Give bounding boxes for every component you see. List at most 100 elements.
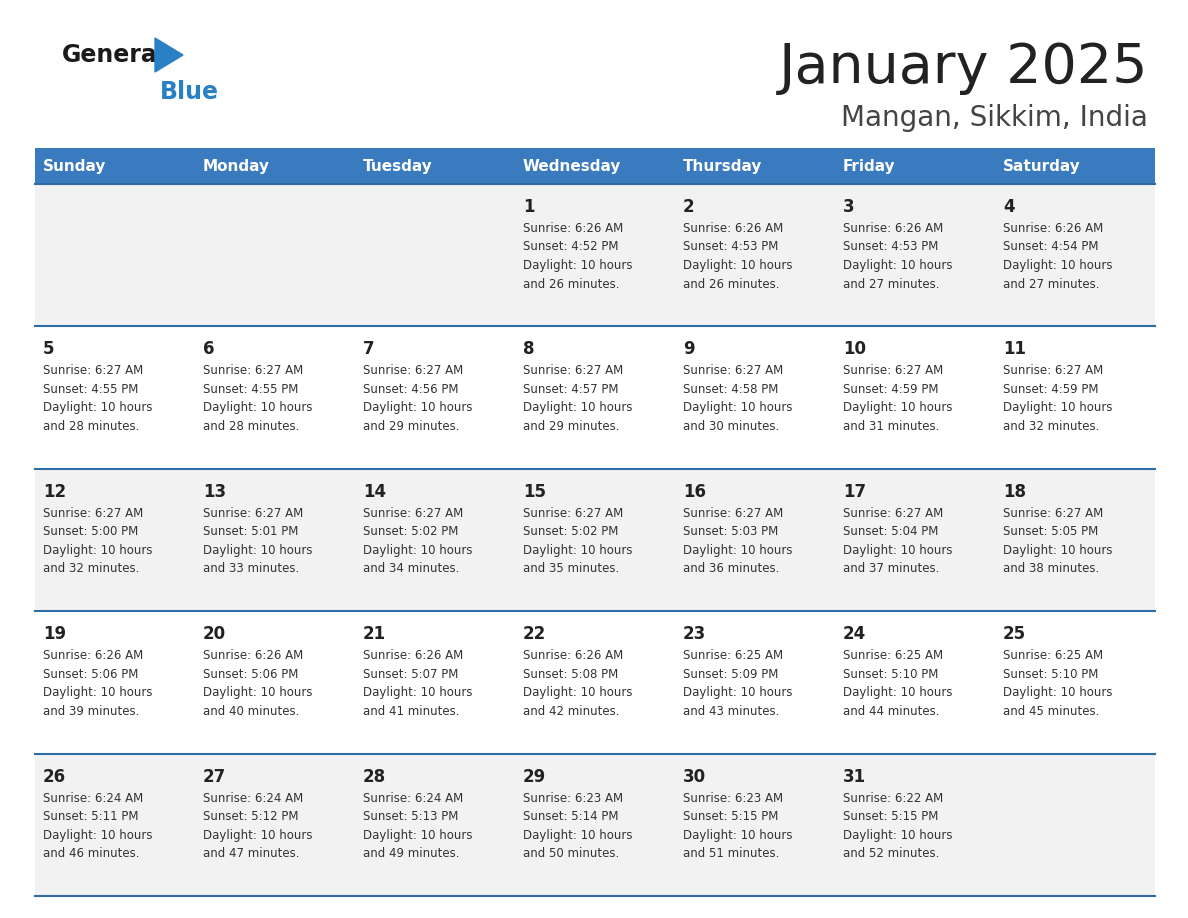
Text: Sunrise: 6:25 AM
Sunset: 5:10 PM
Daylight: 10 hours
and 45 minutes.: Sunrise: 6:25 AM Sunset: 5:10 PM Dayligh… xyxy=(1003,649,1112,718)
Text: 17: 17 xyxy=(843,483,866,501)
Text: Mangan, Sikkim, India: Mangan, Sikkim, India xyxy=(841,104,1148,132)
Text: January 2025: January 2025 xyxy=(778,41,1148,95)
Text: 26: 26 xyxy=(43,767,67,786)
FancyBboxPatch shape xyxy=(835,184,996,327)
Text: 2: 2 xyxy=(683,198,695,216)
FancyBboxPatch shape xyxy=(195,327,355,469)
FancyBboxPatch shape xyxy=(355,327,516,469)
Text: 3: 3 xyxy=(843,198,854,216)
FancyBboxPatch shape xyxy=(34,184,195,327)
FancyBboxPatch shape xyxy=(355,148,516,184)
Text: 15: 15 xyxy=(523,483,546,501)
Text: 6: 6 xyxy=(203,341,215,358)
FancyBboxPatch shape xyxy=(516,469,675,611)
Text: 28: 28 xyxy=(364,767,386,786)
Text: Wednesday: Wednesday xyxy=(523,159,621,174)
Polygon shape xyxy=(154,38,183,72)
Text: Sunrise: 6:27 AM
Sunset: 4:59 PM
Daylight: 10 hours
and 32 minutes.: Sunrise: 6:27 AM Sunset: 4:59 PM Dayligh… xyxy=(1003,364,1112,433)
FancyBboxPatch shape xyxy=(996,611,1155,754)
Text: 10: 10 xyxy=(843,341,866,358)
FancyBboxPatch shape xyxy=(996,469,1155,611)
Text: 12: 12 xyxy=(43,483,67,501)
Text: Sunrise: 6:27 AM
Sunset: 5:03 PM
Daylight: 10 hours
and 36 minutes.: Sunrise: 6:27 AM Sunset: 5:03 PM Dayligh… xyxy=(683,507,792,576)
Text: 31: 31 xyxy=(843,767,866,786)
Text: Tuesday: Tuesday xyxy=(364,159,432,174)
Text: Friday: Friday xyxy=(843,159,896,174)
Text: 20: 20 xyxy=(203,625,226,644)
Text: 21: 21 xyxy=(364,625,386,644)
Text: 22: 22 xyxy=(523,625,546,644)
FancyBboxPatch shape xyxy=(516,148,675,184)
FancyBboxPatch shape xyxy=(34,469,195,611)
Text: Sunrise: 6:23 AM
Sunset: 5:15 PM
Daylight: 10 hours
and 51 minutes.: Sunrise: 6:23 AM Sunset: 5:15 PM Dayligh… xyxy=(683,791,792,860)
Text: 11: 11 xyxy=(1003,341,1026,358)
FancyBboxPatch shape xyxy=(996,754,1155,896)
Text: Sunrise: 6:27 AM
Sunset: 4:55 PM
Daylight: 10 hours
and 28 minutes.: Sunrise: 6:27 AM Sunset: 4:55 PM Dayligh… xyxy=(43,364,152,433)
Text: Sunrise: 6:27 AM
Sunset: 5:02 PM
Daylight: 10 hours
and 34 minutes.: Sunrise: 6:27 AM Sunset: 5:02 PM Dayligh… xyxy=(364,507,473,576)
Text: Sunrise: 6:27 AM
Sunset: 4:56 PM
Daylight: 10 hours
and 29 minutes.: Sunrise: 6:27 AM Sunset: 4:56 PM Dayligh… xyxy=(364,364,473,433)
Text: 18: 18 xyxy=(1003,483,1026,501)
Text: Sunday: Sunday xyxy=(43,159,107,174)
FancyBboxPatch shape xyxy=(835,754,996,896)
FancyBboxPatch shape xyxy=(516,184,675,327)
Text: Sunrise: 6:27 AM
Sunset: 5:02 PM
Daylight: 10 hours
and 35 minutes.: Sunrise: 6:27 AM Sunset: 5:02 PM Dayligh… xyxy=(523,507,632,576)
Text: General: General xyxy=(62,43,166,67)
Text: 8: 8 xyxy=(523,341,535,358)
FancyBboxPatch shape xyxy=(835,611,996,754)
FancyBboxPatch shape xyxy=(996,327,1155,469)
FancyBboxPatch shape xyxy=(355,754,516,896)
FancyBboxPatch shape xyxy=(675,148,835,184)
Text: Sunrise: 6:27 AM
Sunset: 4:58 PM
Daylight: 10 hours
and 30 minutes.: Sunrise: 6:27 AM Sunset: 4:58 PM Dayligh… xyxy=(683,364,792,433)
Text: 23: 23 xyxy=(683,625,706,644)
Text: Saturday: Saturday xyxy=(1003,159,1081,174)
FancyBboxPatch shape xyxy=(516,754,675,896)
FancyBboxPatch shape xyxy=(996,148,1155,184)
Text: 29: 29 xyxy=(523,767,546,786)
Text: Sunrise: 6:23 AM
Sunset: 5:14 PM
Daylight: 10 hours
and 50 minutes.: Sunrise: 6:23 AM Sunset: 5:14 PM Dayligh… xyxy=(523,791,632,860)
Text: 24: 24 xyxy=(843,625,866,644)
Text: Sunrise: 6:26 AM
Sunset: 5:06 PM
Daylight: 10 hours
and 40 minutes.: Sunrise: 6:26 AM Sunset: 5:06 PM Dayligh… xyxy=(203,649,312,718)
Text: Sunrise: 6:26 AM
Sunset: 5:06 PM
Daylight: 10 hours
and 39 minutes.: Sunrise: 6:26 AM Sunset: 5:06 PM Dayligh… xyxy=(43,649,152,718)
Text: 1: 1 xyxy=(523,198,535,216)
Text: 4: 4 xyxy=(1003,198,1015,216)
FancyBboxPatch shape xyxy=(195,148,355,184)
FancyBboxPatch shape xyxy=(675,469,835,611)
FancyBboxPatch shape xyxy=(355,469,516,611)
Text: Sunrise: 6:26 AM
Sunset: 5:07 PM
Daylight: 10 hours
and 41 minutes.: Sunrise: 6:26 AM Sunset: 5:07 PM Dayligh… xyxy=(364,649,473,718)
Text: Sunrise: 6:22 AM
Sunset: 5:15 PM
Daylight: 10 hours
and 52 minutes.: Sunrise: 6:22 AM Sunset: 5:15 PM Dayligh… xyxy=(843,791,953,860)
Text: 5: 5 xyxy=(43,341,55,358)
Text: Sunrise: 6:25 AM
Sunset: 5:10 PM
Daylight: 10 hours
and 44 minutes.: Sunrise: 6:25 AM Sunset: 5:10 PM Dayligh… xyxy=(843,649,953,718)
Text: 16: 16 xyxy=(683,483,706,501)
FancyBboxPatch shape xyxy=(195,754,355,896)
Text: Monday: Monday xyxy=(203,159,270,174)
Text: Sunrise: 6:27 AM
Sunset: 4:57 PM
Daylight: 10 hours
and 29 minutes.: Sunrise: 6:27 AM Sunset: 4:57 PM Dayligh… xyxy=(523,364,632,433)
FancyBboxPatch shape xyxy=(675,327,835,469)
Text: 7: 7 xyxy=(364,341,374,358)
Text: Sunrise: 6:27 AM
Sunset: 5:05 PM
Daylight: 10 hours
and 38 minutes.: Sunrise: 6:27 AM Sunset: 5:05 PM Dayligh… xyxy=(1003,507,1112,576)
FancyBboxPatch shape xyxy=(996,184,1155,327)
Text: Sunrise: 6:27 AM
Sunset: 4:55 PM
Daylight: 10 hours
and 28 minutes.: Sunrise: 6:27 AM Sunset: 4:55 PM Dayligh… xyxy=(203,364,312,433)
FancyBboxPatch shape xyxy=(675,754,835,896)
Text: Sunrise: 6:27 AM
Sunset: 5:01 PM
Daylight: 10 hours
and 33 minutes.: Sunrise: 6:27 AM Sunset: 5:01 PM Dayligh… xyxy=(203,507,312,576)
FancyBboxPatch shape xyxy=(195,469,355,611)
Text: Thursday: Thursday xyxy=(683,159,763,174)
Text: Sunrise: 6:26 AM
Sunset: 4:53 PM
Daylight: 10 hours
and 27 minutes.: Sunrise: 6:26 AM Sunset: 4:53 PM Dayligh… xyxy=(843,222,953,290)
Text: 25: 25 xyxy=(1003,625,1026,644)
FancyBboxPatch shape xyxy=(34,611,195,754)
FancyBboxPatch shape xyxy=(835,327,996,469)
Text: 9: 9 xyxy=(683,341,695,358)
FancyBboxPatch shape xyxy=(195,611,355,754)
FancyBboxPatch shape xyxy=(34,148,195,184)
Text: Sunrise: 6:24 AM
Sunset: 5:13 PM
Daylight: 10 hours
and 49 minutes.: Sunrise: 6:24 AM Sunset: 5:13 PM Dayligh… xyxy=(364,791,473,860)
Text: Sunrise: 6:27 AM
Sunset: 4:59 PM
Daylight: 10 hours
and 31 minutes.: Sunrise: 6:27 AM Sunset: 4:59 PM Dayligh… xyxy=(843,364,953,433)
Text: Sunrise: 6:26 AM
Sunset: 4:54 PM
Daylight: 10 hours
and 27 minutes.: Sunrise: 6:26 AM Sunset: 4:54 PM Dayligh… xyxy=(1003,222,1112,290)
Text: 19: 19 xyxy=(43,625,67,644)
Text: Sunrise: 6:24 AM
Sunset: 5:11 PM
Daylight: 10 hours
and 46 minutes.: Sunrise: 6:24 AM Sunset: 5:11 PM Dayligh… xyxy=(43,791,152,860)
Text: 30: 30 xyxy=(683,767,706,786)
Text: Sunrise: 6:26 AM
Sunset: 4:52 PM
Daylight: 10 hours
and 26 minutes.: Sunrise: 6:26 AM Sunset: 4:52 PM Dayligh… xyxy=(523,222,632,290)
FancyBboxPatch shape xyxy=(835,148,996,184)
FancyBboxPatch shape xyxy=(516,611,675,754)
Text: Sunrise: 6:27 AM
Sunset: 5:00 PM
Daylight: 10 hours
and 32 minutes.: Sunrise: 6:27 AM Sunset: 5:00 PM Dayligh… xyxy=(43,507,152,576)
FancyBboxPatch shape xyxy=(516,327,675,469)
Text: Blue: Blue xyxy=(160,80,219,104)
